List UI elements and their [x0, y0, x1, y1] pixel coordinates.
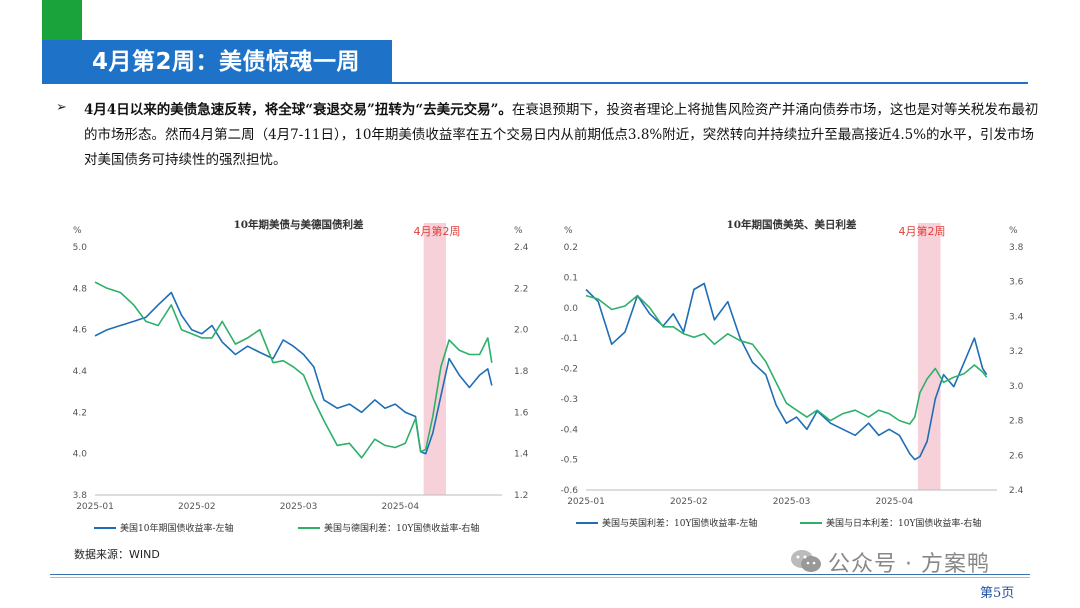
x-tick-label: 2025-04 [381, 502, 419, 512]
y2-tick-label: 2.6 [1009, 451, 1024, 461]
slide-title: 4月第2周：美债惊魂一周 [92, 49, 361, 75]
y2-tick-label: 1.8 [514, 367, 529, 377]
x-tick-label: 2025-02 [670, 497, 708, 507]
y2-tick-label: 2.8 [1009, 417, 1024, 427]
x-tick-label: 2025-01 [76, 502, 114, 512]
y-tick-label: 4.2 [73, 408, 87, 418]
page-number: 第5页 [980, 586, 1015, 601]
x-tick-label: 2025-03 [280, 502, 318, 512]
series-line [585, 294, 988, 425]
y2-tick-label: 1.2 [514, 491, 528, 501]
y2-tick-label: 3.4 [1009, 312, 1024, 322]
y2-tick-label: 1.4 [514, 450, 529, 460]
y2-tick-label: 2.4 [514, 243, 529, 253]
highlight-label: 4月第2周 [414, 224, 461, 238]
left-axis-unit: % [564, 226, 573, 236]
y2-tick-label: 2.2 [514, 284, 528, 294]
y2-tick-label: 2.0 [514, 326, 529, 336]
y2-tick-label: 3.8 [1009, 243, 1024, 253]
legend-label: 美国与日本利差：10Y国债收益率-右轴 [826, 517, 981, 529]
y-tick-label: 3.8 [73, 491, 88, 501]
chart-title: 10年期美债与美德国债利差 [233, 218, 364, 231]
series-line [94, 291, 493, 455]
y2-tick-label: 3.6 [1009, 278, 1024, 288]
y-tick-label: 0.2 [564, 243, 578, 253]
highlight-band [423, 223, 447, 495]
x-tick-label: 2025-04 [875, 497, 913, 507]
y-tick-label: 4.8 [73, 284, 88, 294]
y-tick-label: -0.5 [560, 456, 578, 466]
y-tick-label: 4.4 [73, 367, 88, 377]
y-tick-label: -0.2 [560, 365, 578, 375]
legend-label: 美国与德国利差：10Y国债收益率-右轴 [324, 522, 479, 534]
bullet-arrow-icon: ➢ [56, 100, 67, 115]
legend-label: 美国10年期国债收益率-左轴 [120, 522, 234, 534]
legend-label: 美国与英国利差：10Y国债收益率-左轴 [602, 517, 757, 529]
paragraph-lead: 4月4日以来的美债急速反转，将全球“衰退交易”扭转为“去美元交易”。 [84, 102, 512, 118]
y-tick-label: 5.0 [73, 243, 88, 253]
watermark-text: 公众号 · 方案鸭 [828, 552, 990, 577]
y2-tick-label: 3.2 [1009, 347, 1023, 357]
title-bar [82, 40, 392, 84]
brand-square-green [42, 0, 82, 40]
left-axis-unit: % [73, 226, 82, 236]
right-axis-unit: % [1009, 226, 1018, 236]
paragraph-rest: 在衰退预期下，投资者理论上将抛售风险资产并涌向债券市场，这也是对等关税发布最初的… [84, 102, 1039, 168]
y-tick-label: -0.1 [560, 334, 578, 344]
series-line [585, 282, 988, 461]
x-tick-label: 2025-02 [178, 502, 216, 512]
title-rule [82, 82, 1028, 84]
series-line [94, 281, 493, 459]
y-tick-label: -0.4 [560, 425, 578, 435]
y-tick-label: 4.6 [73, 326, 88, 336]
x-tick-label: 2025-01 [567, 497, 605, 507]
highlight-label: 4月第2周 [899, 224, 946, 238]
y2-tick-label: 1.6 [514, 408, 529, 418]
wechat-icon [791, 550, 821, 572]
y-tick-label: 0.1 [564, 273, 578, 283]
y2-tick-label: 3.0 [1009, 382, 1024, 392]
footer-rule [50, 574, 1030, 575]
x-tick-label: 2025-03 [773, 497, 811, 507]
y-tick-label: 4.0 [73, 450, 88, 460]
footer-rule-thin [50, 577, 1030, 578]
data-source: 数据来源：WIND [74, 548, 160, 561]
y-tick-label: -0.6 [560, 486, 578, 496]
y-tick-label: -0.3 [560, 395, 578, 405]
y-tick-label: 0.0 [564, 304, 579, 314]
brand-square-blue [42, 40, 82, 84]
body-paragraph: 4月4日以来的美债急速反转，将全球“衰退交易”扭转为“去美元交易”。在衰退预期下… [84, 98, 1044, 173]
right-axis-unit: % [514, 226, 523, 236]
y2-tick-label: 2.4 [1009, 486, 1024, 496]
highlight-band [917, 223, 941, 490]
chart-title: 10年期国债美英、美日利差 [726, 218, 857, 231]
